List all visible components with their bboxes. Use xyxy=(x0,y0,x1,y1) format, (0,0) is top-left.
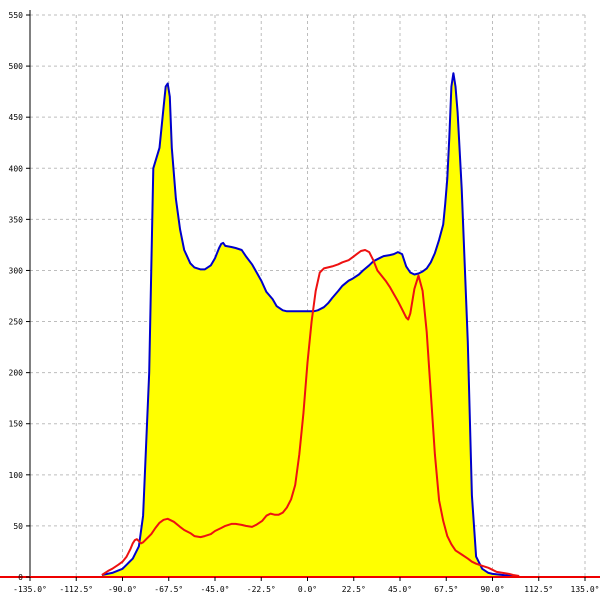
x-tick-label: 22.5° xyxy=(342,585,366,594)
area-fill-0 xyxy=(101,73,514,577)
x-tick-label: -112.5° xyxy=(59,585,93,594)
y-tick-label: 550 xyxy=(9,11,24,20)
series-line-1 xyxy=(101,249,520,577)
x-tick-label: 135.0° xyxy=(571,585,600,594)
y-tick-label: 100 xyxy=(9,471,24,480)
y-tick-label: 350 xyxy=(9,215,24,224)
series-line-0 xyxy=(101,72,514,577)
x-tick-label: -135.0° xyxy=(13,585,47,594)
y-tick-label: 300 xyxy=(9,266,24,275)
y-tick-label: 200 xyxy=(9,369,24,378)
x-tick-label: 0.0° xyxy=(298,585,317,594)
series-lines xyxy=(101,72,520,577)
x-tick-label: 90.0° xyxy=(480,585,504,594)
area-layer xyxy=(101,73,514,577)
y-tick-label: 400 xyxy=(9,164,24,173)
x-tick-label: 67.5° xyxy=(434,585,458,594)
y-tick-label: 0 xyxy=(18,573,23,582)
y-tick-label: 500 xyxy=(9,62,24,71)
x-tick-label: -22.5° xyxy=(247,585,276,594)
x-tick-label: -90.0° xyxy=(108,585,137,594)
y-tick-label: 450 xyxy=(9,113,24,122)
y-tick-label: 250 xyxy=(9,318,24,327)
x-tick-label: -45.0° xyxy=(201,585,230,594)
y-tick-label: 50 xyxy=(13,522,23,531)
x-tick-label: 45.0° xyxy=(388,585,412,594)
x-tick-label: 112.5° xyxy=(524,585,553,594)
axes xyxy=(0,10,600,581)
y-tick-label: 150 xyxy=(9,420,24,429)
x-tick-label: -67.5° xyxy=(154,585,183,594)
tick-labels: 0 50 100 150 200 250 300 350 400 450 500 550 -135.0°… xyxy=(9,11,600,594)
